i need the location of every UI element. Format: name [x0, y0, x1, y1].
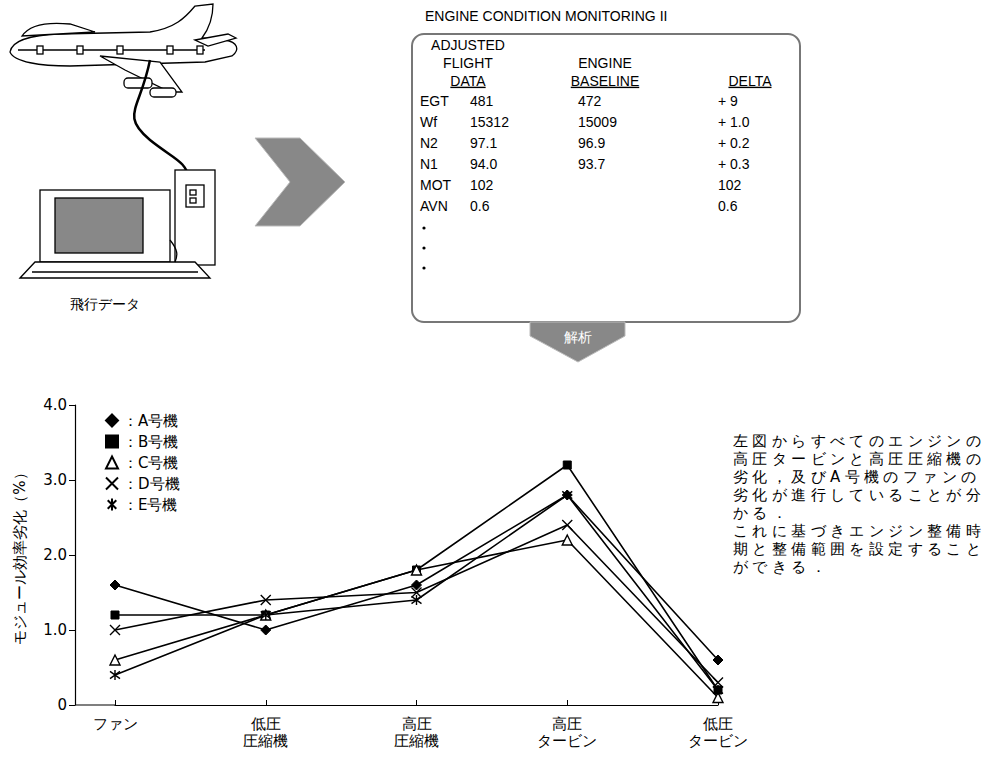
svg-text:AVN: AVN	[420, 198, 448, 214]
svg-text:472: 472	[578, 93, 602, 109]
svg-text:2.0: 2.0	[43, 546, 67, 564]
svg-text:15312: 15312	[470, 114, 509, 130]
svg-text:MOT: MOT	[420, 177, 452, 193]
svg-text:97.1: 97.1	[470, 135, 497, 151]
svg-text:ENGINE: ENGINE	[578, 55, 632, 71]
svg-text:93.7: 93.7	[578, 156, 605, 172]
svg-text:高圧: 高圧	[402, 715, 432, 733]
svg-text:102: 102	[470, 177, 494, 193]
svg-text:96.9: 96.9	[578, 135, 605, 151]
svg-text:解析: 解析	[564, 329, 592, 345]
svg-text:飛行データ: 飛行データ	[70, 296, 140, 312]
svg-text:：A号機: ：A号機	[123, 412, 178, 430]
svg-text:0.6: 0.6	[470, 198, 490, 214]
svg-text:ADJUSTED: ADJUSTED	[431, 37, 505, 53]
svg-text:+ 0.2: + 0.2	[718, 135, 750, 151]
svg-text:N2: N2	[420, 135, 438, 151]
svg-text:Wf: Wf	[420, 114, 437, 130]
svg-text:：C号機: ：C号機	[123, 454, 178, 472]
svg-text:+ 1.0: + 1.0	[718, 114, 750, 130]
svg-text:4.0: 4.0	[43, 396, 67, 414]
svg-text:3.0: 3.0	[43, 471, 67, 489]
svg-text:タービン: タービン	[688, 732, 748, 750]
svg-text:0: 0	[57, 696, 67, 714]
svg-text:EGT: EGT	[420, 93, 449, 109]
svg-text:BASELINE: BASELINE	[571, 73, 639, 89]
svg-text:高圧: 高圧	[552, 715, 582, 733]
svg-text:低圧: 低圧	[703, 715, 733, 733]
svg-text:DATA: DATA	[450, 73, 486, 89]
svg-text:低圧: 低圧	[251, 715, 281, 733]
svg-text:N1: N1	[420, 156, 438, 172]
svg-text:タービン: タービン	[537, 732, 597, 750]
svg-text:DELTA: DELTA	[728, 73, 772, 89]
svg-text:102: 102	[718, 177, 742, 193]
svg-text:圧縮機: 圧縮機	[243, 732, 288, 750]
svg-text:モジュール効率劣化（%）: モジュール効率劣化（%）	[11, 465, 29, 644]
svg-text:：B号機: ：B号機	[123, 433, 178, 451]
svg-text:：D号機: ：D号機	[123, 475, 180, 493]
svg-text:94.0: 94.0	[470, 156, 497, 172]
svg-text:0.6: 0.6	[718, 198, 738, 214]
svg-text:FLIGHT: FLIGHT	[443, 55, 493, 71]
svg-text:：E号機: ：E号機	[123, 496, 177, 514]
svg-text:+ 9: + 9	[718, 93, 738, 109]
html-text:これに基づきエンジン整備時期と整備範囲を設定することができる: これに基づきエンジン整備時期と整備範囲を設定することができる．	[733, 522, 986, 576]
svg-text:1.0: 1.0	[43, 621, 67, 639]
svg-text:ENGINE CONDITION MONITORING II: ENGINE CONDITION MONITORING II	[425, 8, 667, 24]
svg-text:15009: 15009	[578, 114, 617, 130]
svg-text:ファン: ファン	[93, 715, 138, 733]
html-text:左図からすべてのエンジンの高圧タービンと高圧圧縮機の劣化，及: 左図からすべてのエンジンの高圧タービンと高圧圧縮機の劣化，及びA号機のファンの劣…	[733, 432, 986, 522]
svg-text:圧縮機: 圧縮機	[394, 732, 439, 750]
svg-text:481: 481	[470, 93, 494, 109]
svg-text:+ 0.3: + 0.3	[718, 156, 750, 172]
